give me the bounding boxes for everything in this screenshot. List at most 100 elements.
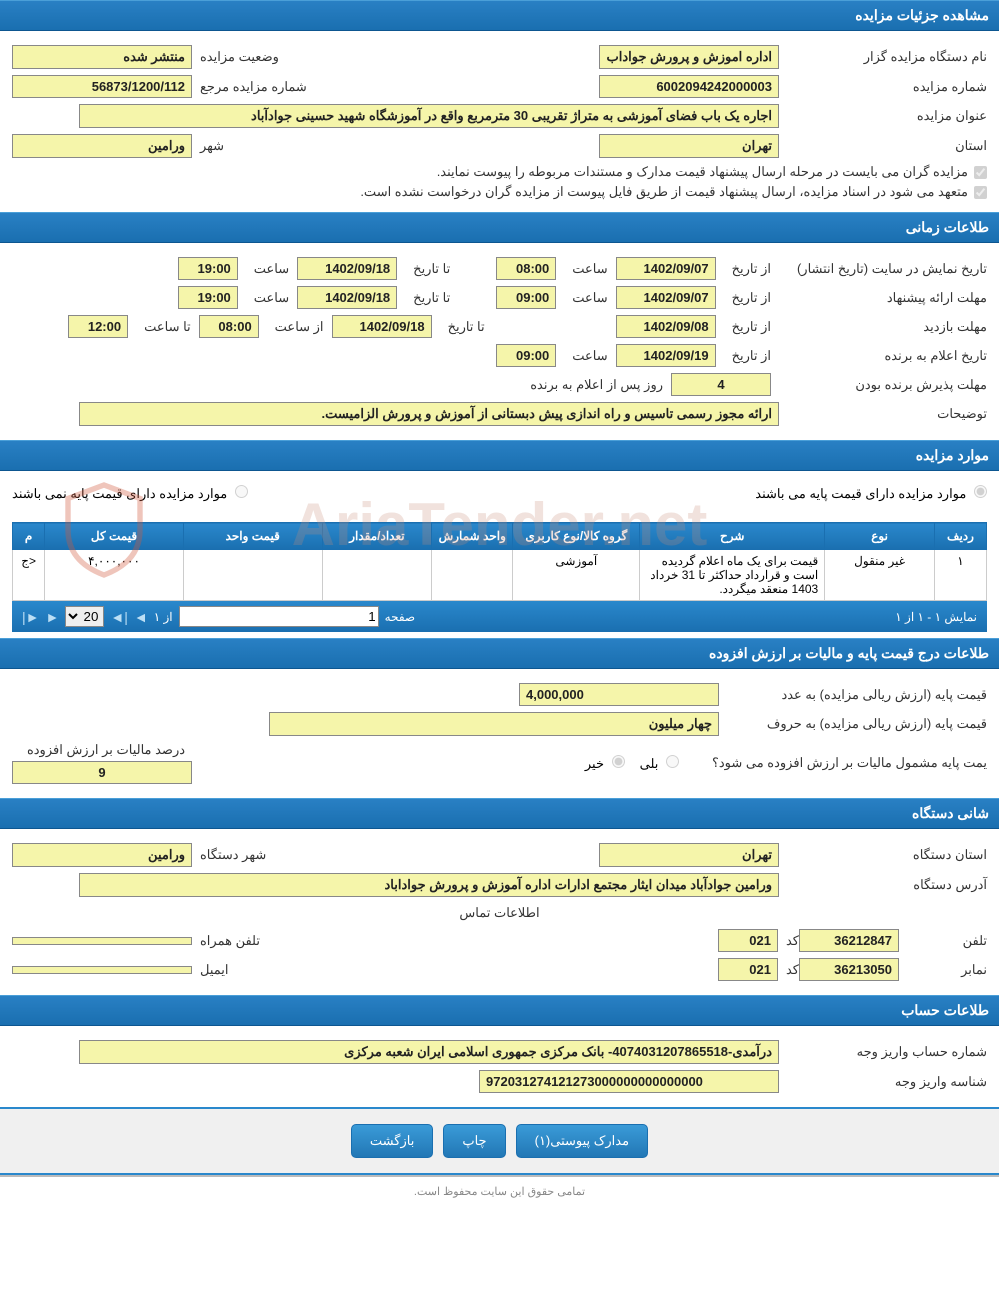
publish-to-time: 19:00	[178, 257, 238, 280]
title-value: اجاره یک باب فضای آموزشی به متراژ تقریبی…	[79, 104, 779, 128]
contact-title: اطلاعات تماس	[12, 905, 987, 921]
radio-no-base-text: موارد مزایده دارای قیمت پایه نمی باشند	[12, 486, 227, 501]
city-label: شهر	[200, 138, 224, 154]
from-date-label-2: از تاریخ	[732, 290, 771, 306]
table-header-row: ردیف نوع شرح گروه کالا/نوع کاربری واحد ش…	[13, 523, 987, 550]
email-value	[12, 966, 192, 974]
org-address-label: آدرس دستگاه	[787, 877, 987, 893]
email-label: ایمیل	[200, 962, 229, 978]
to-time-label: تا ساعت	[144, 319, 191, 335]
publish-to-date: 1402/09/18	[297, 257, 397, 280]
org-address-value: ورامین جوادآباد میدان ایثار مجتمع ادارات…	[79, 873, 779, 897]
mobile-label: تلفن همراه	[200, 933, 260, 949]
from-date-label-4: از تاریخ	[732, 348, 771, 364]
fax-label: نمابر	[907, 962, 987, 978]
org-name-value: اداره اموزش و پرورش جواداب	[599, 45, 779, 69]
col-qty: تعداد/مقدار	[322, 523, 432, 550]
radio-no-base	[235, 485, 248, 498]
pager-page-input[interactable]	[179, 606, 379, 627]
col-desc: شرح	[640, 523, 825, 550]
section-header-account: طلاعات حساب	[0, 995, 999, 1026]
cell-type: غیر منقول	[825, 550, 935, 601]
acct-label: شماره حساب واریز وجه	[787, 1044, 987, 1060]
visit-from-time: 08:00	[199, 315, 259, 338]
acct-id-label: شناسه واریز وجه	[787, 1074, 987, 1090]
cell-extra: <ج	[13, 550, 45, 601]
org-province-label: استان دستگاه	[787, 847, 987, 863]
offer-to-date: 1402/09/18	[297, 286, 397, 309]
status-value: منتشر شده	[12, 45, 192, 69]
col-unit: واحد شمارش	[432, 523, 513, 550]
desc-value: ارائه مجوز رسمی تاسیس و راه اندازی پیش د…	[79, 402, 779, 426]
phone-code-label: کد	[786, 933, 799, 949]
col-group: گروه کالا/نوع کاربری	[513, 523, 640, 550]
radio-no-base-label: موارد مزایده دارای قیمت پایه نمی باشند	[12, 485, 248, 502]
section-header-timing: طلاعات زمانی	[0, 212, 999, 243]
pager-first-icon[interactable]: |◄	[110, 609, 128, 625]
from-date-label-3: از تاریخ	[732, 319, 771, 335]
phone-label: تلفن	[907, 933, 987, 949]
base-word-label: قیمت پایه (ارزش ریالی مزایده) به حروف	[727, 716, 987, 732]
province-label: استان	[787, 138, 987, 154]
vat-no-label: خیر	[585, 755, 625, 772]
province-value: تهران	[599, 134, 779, 158]
section-header-pricing: طلاعات درج قیمت پایه و مالیات بر ارزش اف…	[0, 638, 999, 669]
phone-value: 36212847	[799, 929, 899, 952]
button-row: مدارک پیوستی(۱) چاپ بازگشت	[0, 1107, 999, 1175]
visit-to-time: 12:00	[68, 315, 128, 338]
cell-desc: قیمت برای یک ماه اعلام گردیده است و قرار…	[640, 550, 825, 601]
ref-number-label: شماره مزایده مرجع	[200, 79, 307, 95]
org-city-value: ورامین	[12, 843, 192, 867]
section-header-org: شانی دستگاه	[0, 798, 999, 829]
phone-code-value: 021	[718, 929, 778, 952]
org-city-label: شهر دستگاه	[200, 847, 266, 863]
vat-question: یمت پایه مشمول مالیات بر ارزش افزوده می …	[687, 755, 987, 771]
pager-last-icon[interactable]: ►|	[22, 609, 40, 625]
base-word-value: چهار میلیون	[269, 712, 719, 736]
visit-to-date: 1402/09/18	[332, 315, 432, 338]
print-button[interactable]: چاپ	[443, 1124, 505, 1158]
pager-bar: نمایش ۱ - ۱ از ۱ صفحه از ۱ ◄ |◄ 20 ► ►|	[12, 601, 987, 632]
fax-code-value: 021	[718, 958, 778, 981]
cell-unit-price	[183, 550, 322, 601]
no-file-upload-note: متعهد می شود در اسناد مزایده، ارسال پیشن…	[360, 184, 968, 200]
time-label-1: ساعت	[572, 261, 607, 277]
accept-label: مهلت پذیرش برنده بودن	[787, 377, 987, 393]
acct-id-value: 972031274121273000000000000000	[479, 1070, 779, 1093]
ref-number-value: 56873/1200/112	[12, 75, 192, 98]
col-unit-price: قیمت واحد	[183, 523, 322, 550]
org-name-label: نام دستگاه مزایده گزار	[787, 49, 987, 65]
base-num-label: قیمت پایه (ارزش ریالی مزایده) به عدد	[727, 687, 987, 703]
cell-total-price: ۴,۰۰۰,۰۰۰	[45, 550, 184, 601]
auction-number-label: شماره مزایده	[787, 79, 987, 95]
section-header-items: موارد مزایده	[0, 440, 999, 471]
status-label: وضعیت مزایده	[200, 49, 279, 65]
col-total-price: قیمت کل	[45, 523, 184, 550]
vat-yes-radio	[666, 755, 679, 768]
vat-no-radio	[612, 755, 625, 768]
pager-prev-icon[interactable]: ◄	[134, 609, 148, 625]
vat-pct-value: 9	[12, 761, 192, 784]
from-date-label: از تاریخ	[732, 261, 771, 277]
pager-next-icon[interactable]: ►	[46, 609, 60, 625]
col-type: نوع	[825, 523, 935, 550]
to-date-label-2: تا تاریخ	[413, 290, 450, 306]
radio-has-base	[974, 485, 987, 498]
section-header-details: مشاهده جزئیات مزایده	[0, 0, 999, 31]
accept-value: 4	[671, 373, 771, 396]
col-extra: م	[13, 523, 45, 550]
time-label-3: ساعت	[572, 290, 607, 306]
visit-label: مهلت بازدید	[787, 319, 987, 335]
attachments-button[interactable]: مدارک پیوستی(۱)	[516, 1124, 649, 1158]
visit-from-date: 1402/09/08	[616, 315, 716, 338]
vat-pct-label: درصد مالیات بر ارزش افزوده	[20, 742, 192, 758]
base-num-value: 4,000,000	[519, 683, 719, 706]
cell-qty	[322, 550, 432, 601]
offer-from-time: 09:00	[496, 286, 556, 309]
table-row: ۱ غیر منقول قیمت برای یک ماه اعلام گردید…	[13, 550, 987, 601]
city-value: ورامین	[12, 134, 192, 158]
radio-has-base-label: موارد مزایده دارای قیمت پایه می باشند	[755, 485, 987, 502]
fax-code-label: کد	[786, 962, 799, 978]
back-button[interactable]: بازگشت	[351, 1124, 433, 1158]
pager-size-select[interactable]: 20	[65, 606, 104, 627]
